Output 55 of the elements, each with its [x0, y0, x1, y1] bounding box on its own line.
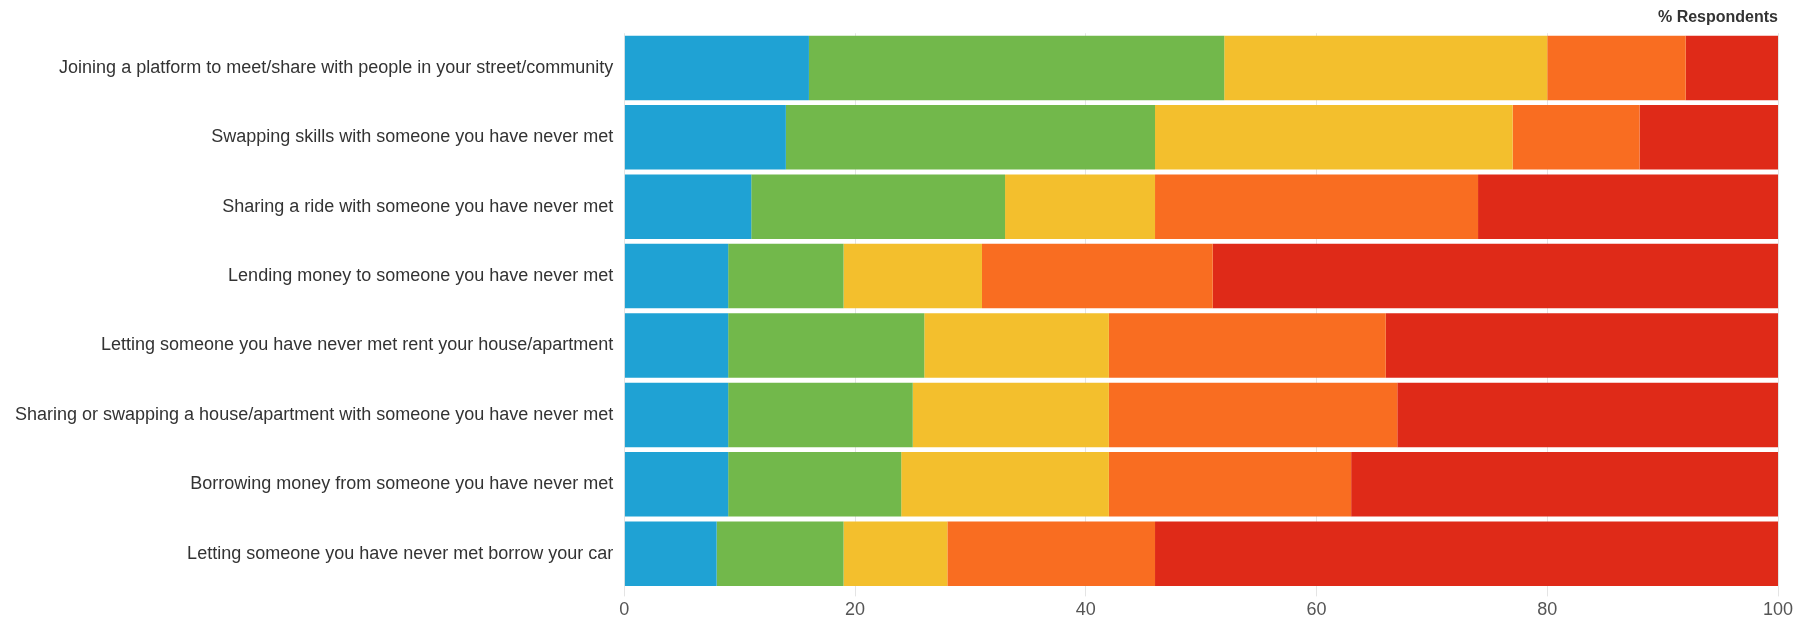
bar: [924, 313, 1109, 378]
x-tick-label: 40: [1075, 599, 1096, 620]
bar: [728, 313, 925, 378]
bar: [947, 521, 1156, 586]
bar: [624, 105, 786, 170]
bar: [1385, 313, 1778, 378]
y-tick-label: Swapping skills with someone you have never met: [211, 126, 614, 147]
bar: [728, 452, 902, 517]
bar: [1512, 105, 1640, 170]
x-tick-label: 80: [1537, 599, 1558, 620]
bar: [1351, 452, 1778, 517]
bar: [912, 382, 1109, 448]
bar: [624, 452, 729, 517]
y-tick-label: Letting someone you have never met rent your house/apartment: [101, 334, 614, 355]
bar: [716, 521, 844, 586]
bar: [843, 243, 982, 309]
y-tick-label: Sharing a ride with someone you have never met: [222, 195, 614, 216]
bar: [751, 174, 1006, 239]
x-tick-label: 60: [1306, 599, 1327, 620]
y-tick-label: Sharing or swapping a house/apartment with someone you have never met: [14, 403, 614, 424]
bar: [1108, 452, 1352, 517]
bar: [1212, 243, 1778, 309]
x-axis-title: % Respondents: [1657, 8, 1779, 26]
bar: [1108, 313, 1386, 378]
y-tick-label: Joining a platform to meet/share with people in your street/community: [59, 56, 614, 77]
bar: [1108, 382, 1398, 448]
bar: [624, 243, 729, 309]
bar: [901, 452, 1109, 517]
bar: [728, 382, 913, 448]
bar: [1639, 105, 1778, 170]
bar: [624, 382, 729, 448]
x-tick-label: 100: [1762, 599, 1794, 620]
y-tick-label: Letting someone you have never met borrow your car: [187, 542, 614, 563]
bar: [624, 521, 717, 586]
bar: [808, 35, 1225, 101]
bar: [1547, 35, 1686, 101]
bar: [1397, 382, 1778, 448]
bar: [1005, 174, 1156, 239]
bar: [728, 243, 844, 309]
bar: [1478, 174, 1778, 239]
y-tick-label: Borrowing money from someone you have never met: [190, 473, 614, 494]
bar: [1685, 35, 1778, 101]
y-tick-label: Lending money to someone you have never met: [228, 265, 614, 286]
bar: [624, 174, 752, 239]
bar: [1155, 521, 1778, 586]
bar: [1224, 35, 1548, 101]
x-tick-label: 0: [619, 599, 630, 620]
bar: [624, 313, 729, 378]
bar: [843, 521, 948, 586]
bar: [1155, 174, 1479, 239]
bar: [1155, 105, 1513, 170]
bar: [981, 243, 1213, 309]
bar: [624, 35, 809, 101]
bar: [785, 105, 1156, 170]
x-tick-label: 20: [845, 599, 866, 620]
